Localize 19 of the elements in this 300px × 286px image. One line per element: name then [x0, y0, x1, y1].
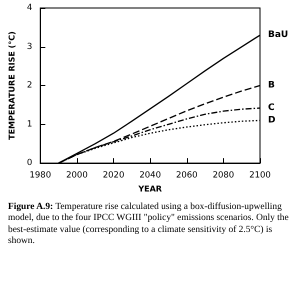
- y-tick-label: 3: [26, 42, 32, 52]
- series-label: C: [268, 103, 275, 114]
- x-tick-label: 2000: [66, 170, 88, 181]
- x-axis-title: YEAR: [137, 184, 162, 194]
- x-tick-label: 2040: [139, 170, 161, 181]
- series-label: B: [268, 80, 275, 91]
- series-label: D: [268, 115, 276, 126]
- x-tick-label: 2020: [102, 170, 124, 181]
- x-tick-label: 1980: [29, 170, 52, 181]
- y-tick-label: 2: [26, 80, 32, 91]
- y-axis-title: TEMPERATURE RISE (°C): [8, 31, 16, 140]
- y-tick-label: 0: [26, 158, 32, 168]
- text: Figure A.9: Temperature rise calculated using a box-diffusion-upwelling model, due to the four IPCC WGIII "policy" emissions scenarios. Only the best-estimate value (corresponding to a climate sensitivity of 2.5°C) is shown.: [8, 202, 289, 246]
- x-tick-label: 2080: [212, 170, 234, 181]
- series-label: BaU: [268, 30, 288, 40]
- y-tick-label: 4: [26, 3, 32, 13]
- x-tick-label: 2100: [249, 170, 271, 181]
- x-tick-label: 2060: [176, 170, 198, 181]
- y-tick-label: 1: [26, 119, 32, 130]
